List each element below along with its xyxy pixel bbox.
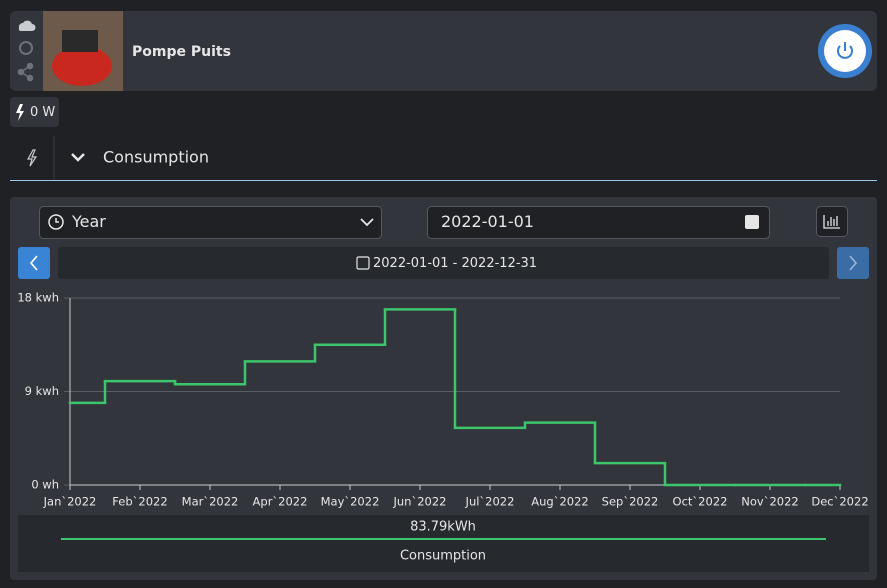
calendar-icon[interactable] [745, 215, 759, 229]
y-tick-label: 9 kwh [25, 384, 59, 398]
select-arrow [360, 218, 374, 227]
device-name: Pompe Puits [132, 44, 231, 60]
x-tick-label: Jan`2022 [43, 495, 97, 509]
chart-type-button[interactable] [816, 206, 848, 237]
share-icon[interactable] [17, 62, 34, 82]
clock-icon [48, 214, 64, 230]
date-input[interactable] [427, 206, 770, 239]
device-card [10, 11, 877, 91]
prev-button[interactable] [18, 247, 50, 279]
x-tick-label: Apr`2022 [253, 495, 308, 509]
date-value: 2022-01-01 [441, 212, 534, 231]
range-text: 2022-01-01 - 2022-12-31 [373, 256, 537, 271]
next-icon [849, 255, 858, 271]
x-tick-label: Feb`2022 [112, 495, 167, 509]
x-tick-label: Jul`2022 [465, 495, 515, 509]
chart-panel [10, 197, 877, 580]
refresh-icon[interactable] [19, 41, 33, 55]
legend-label: Consumption [400, 549, 486, 564]
period-select[interactable] [39, 206, 382, 239]
x-tick-label: Mar`2022 [182, 495, 239, 509]
range-calendar-icon [356, 256, 370, 270]
period-value: Year [71, 212, 106, 231]
x-tick-label: Sep`2022 [602, 495, 659, 509]
x-tick-label: May`2022 [321, 495, 380, 509]
bolt-icon [16, 104, 24, 121]
device-image [43, 11, 123, 91]
x-tick-label: Jun`2022 [393, 495, 447, 509]
cloud-icon[interactable] [18, 20, 36, 32]
x-tick-label: Nov`2022 [741, 495, 798, 509]
legend-box [18, 515, 869, 572]
section-title[interactable]: Consumption [103, 148, 209, 167]
plot: 0 wh 9 kwh 18 kwh Jan`2022 Feb`2022 Mar`2022 A… [17, 291, 868, 509]
x-tick-label: Dec`2022 [811, 495, 868, 509]
collapse-chevron[interactable] [71, 153, 85, 162]
y-tick-label: 18 kwh [17, 291, 59, 305]
range-bar [58, 247, 829, 279]
power-icon [837, 42, 853, 59]
next-button[interactable] [837, 247, 869, 279]
bar-chart-icon [823, 215, 840, 229]
prev-icon [29, 255, 38, 271]
x-tick-label: Aug`2022 [531, 495, 588, 509]
section-icon [26, 149, 38, 167]
x-tick-label: Oct`2022 [673, 495, 728, 509]
y-tick-label: 0 wh [31, 478, 59, 492]
card-icons [17, 20, 36, 82]
total-value: 83.79kWh [410, 520, 476, 535]
power-value: 0 W [30, 105, 55, 120]
